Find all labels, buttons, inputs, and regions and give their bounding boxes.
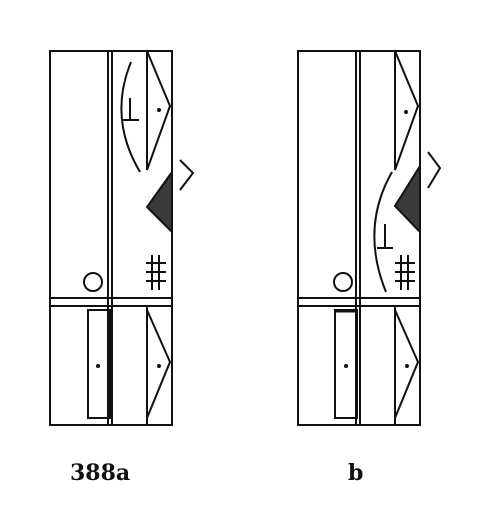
staff-b-inverted-t-icon — [377, 224, 393, 249]
staff-a-lower-left-box — [87, 309, 111, 419]
staff-a-filled-wedge-icon — [145, 168, 173, 235]
staff-a-bow-bracket-icon — [120, 61, 141, 173]
staff-b-lower-left-dot — [344, 364, 348, 368]
staff-b-hold-circle-icon — [333, 272, 353, 292]
staff-a — [49, 50, 195, 426]
staff-a-caret-icon — [179, 159, 195, 191]
staff-a-lower-left-dot — [96, 364, 100, 368]
staff-b-filled-wedge-icon — [393, 162, 421, 235]
caption-b: b — [348, 460, 364, 486]
staff-b-upper-direction-symbol — [394, 50, 420, 171]
staff-a-lower-direction-symbol — [146, 309, 172, 419]
staff-a-upper-direction-symbol — [146, 50, 172, 171]
staff-a-hold-circle-icon — [83, 272, 103, 292]
staff-a-triple-bar-icon — [146, 255, 166, 290]
staff-b-caret-icon — [427, 151, 442, 189]
staff-b-bow-bracket-icon — [373, 171, 393, 293]
staff-b-triple-bar-icon — [395, 255, 415, 290]
staff-a-inverted-t-icon — [123, 98, 139, 121]
staff-b-lower-direction-symbol — [394, 309, 420, 419]
caption-a: 388a — [70, 460, 131, 486]
staff-b — [297, 50, 442, 426]
